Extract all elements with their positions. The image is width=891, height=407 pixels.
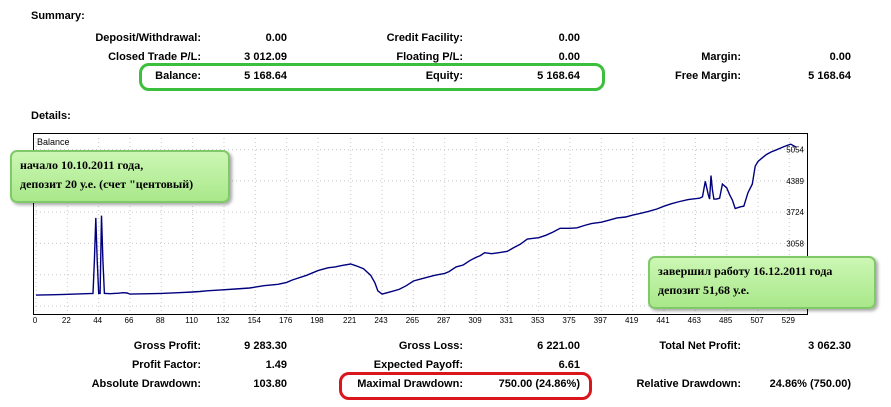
summary-value-1-1: 0.00 xyxy=(558,51,580,63)
details-value-0-0: 9 283.30 xyxy=(244,340,287,352)
summary-value-1-0: 3 012.09 xyxy=(244,51,287,63)
x-tick-label: 331 xyxy=(499,316,514,325)
details-value-1-1: 6.61 xyxy=(558,359,580,371)
summary-label-1-1: Floating P/L: xyxy=(396,51,463,63)
x-tick-label: 243 xyxy=(374,316,388,325)
x-tick-label: 375 xyxy=(562,316,576,325)
details-label-2-2: Relative Drawdown: xyxy=(636,378,741,390)
summary-label-2-1: Equity: xyxy=(425,70,463,82)
x-tick-label: 88 xyxy=(155,316,165,325)
y-tick-label: 3724 xyxy=(786,208,804,217)
maximal-drawdown-highlight xyxy=(339,372,592,400)
summary-heading: Summary: xyxy=(31,10,85,22)
summary-label-2-2: Free Margin: xyxy=(674,70,741,82)
end-note-line2: депозит 51,68 у.е. xyxy=(658,283,750,297)
start-note-line2: депозит 20 у.е. (счет "центовый) xyxy=(20,177,194,191)
summary-value-1-2: 0.00 xyxy=(829,51,851,63)
details-value-2-2: 24.86% (750.00) xyxy=(769,378,851,390)
x-tick-label: 176 xyxy=(278,316,293,325)
details-value-0-1: 6 221.00 xyxy=(537,340,580,352)
x-tick-label: 66 xyxy=(124,316,134,325)
x-tick-label: 529 xyxy=(781,316,795,325)
details-label-1-0: Profit Factor: xyxy=(131,359,201,371)
x-tick-label: 0 xyxy=(32,316,38,325)
details-value-2-0: 103.80 xyxy=(253,378,287,390)
x-tick-label: 419 xyxy=(624,316,639,325)
details-value-0-2: 3 062.30 xyxy=(808,340,851,352)
summary-value-0-1: 0.00 xyxy=(558,32,580,44)
summary-label-1-2: Margin: xyxy=(701,51,741,63)
details-label-2-1: Maximal Drawdown: xyxy=(357,378,463,390)
details-label-0-0: Gross Profit: xyxy=(133,340,201,352)
details-label-0-2: Total Net Profit: xyxy=(659,340,741,352)
x-tick-label: 353 xyxy=(531,316,545,325)
x-tick-label: 397 xyxy=(593,316,608,325)
y-tick-label: 4389 xyxy=(786,177,804,186)
summary-value-0-0: 0.00 xyxy=(265,32,287,44)
start-note-line1: начало 10.10.2011 года, xyxy=(20,158,144,172)
details-label-2-0: Absolute Drawdown: xyxy=(91,378,201,390)
summary-label-1-0: Closed Trade P/L: xyxy=(108,51,201,63)
x-tick-label: 198 xyxy=(310,316,324,325)
end-note: завершил работу 16.12.2011 года депозит … xyxy=(648,256,876,309)
summary-label-0-0: Deposit/Withdrawal: xyxy=(95,32,201,44)
x-tick-label: 221 xyxy=(343,316,357,325)
x-tick-label: 132 xyxy=(216,316,230,325)
summary-label-2-0: Balance: xyxy=(155,70,201,82)
start-note: начало 10.10.2011 года, депозит 20 у.е. … xyxy=(10,150,230,203)
details-heading: Details: xyxy=(31,110,71,122)
x-tick-label: 507 xyxy=(750,316,764,325)
y-tick-label: 5054 xyxy=(786,146,804,155)
summary-value-2-2: 5 168.64 xyxy=(808,70,851,82)
x-tick-label: 110 xyxy=(185,316,199,325)
balance-equity-highlight xyxy=(139,63,605,91)
x-tick-label: 44 xyxy=(93,316,103,325)
x-tick-label: 22 xyxy=(61,316,71,325)
chart-title: Balance xyxy=(37,137,70,147)
x-tick-label: 154 xyxy=(247,316,261,325)
summary-value-2-0: 5 168.64 xyxy=(244,70,287,82)
details-value-1-0: 1.49 xyxy=(265,359,287,371)
x-tick-label: 485 xyxy=(718,316,733,325)
x-tick-label: 309 xyxy=(468,316,482,325)
end-note-line1: завершил работу 16.12.2011 года xyxy=(658,264,833,278)
summary-label-0-1: Credit Facility: xyxy=(386,32,463,44)
x-tick-label: 463 xyxy=(687,316,702,325)
x-tick-label: 441 xyxy=(656,316,670,325)
x-tick-label: 265 xyxy=(405,316,420,325)
summary-value-2-1: 5 168.64 xyxy=(537,70,580,82)
details-label-0-1: Gross Loss: xyxy=(398,340,463,352)
x-tick-label: 287 xyxy=(437,316,451,325)
details-label-1-1: Expected Payoff: xyxy=(373,359,463,371)
y-tick-label: 3058 xyxy=(786,239,804,248)
details-value-2-1: 750.00 (24.86%) xyxy=(498,378,580,390)
balance-series-line xyxy=(35,143,797,296)
